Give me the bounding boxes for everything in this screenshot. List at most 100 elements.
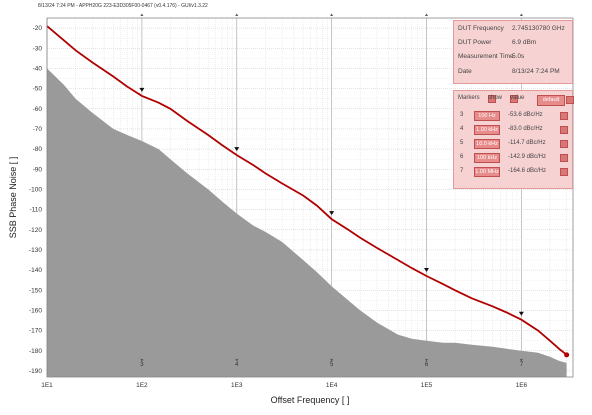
delete-icon[interactable] [560,140,568,148]
marker-axis-tick [519,359,523,362]
marker-top-tick [519,13,523,16]
checkbox-icon [510,95,518,103]
info-value: 6.9 dBm [512,39,537,46]
info-key: Date [458,68,472,75]
marker-value: -142.9 dBc/Hz [508,154,547,160]
x-tick-label: 1E5 [421,382,433,389]
marker-row: 6 100 kHz -142.9 dBc/Hz [458,153,568,163]
marker-index: 4 [460,126,464,132]
markers-header: Markers show value default [458,95,574,106]
show-label: show [488,95,503,101]
marker-frequency-field[interactable]: 100 Hz [474,111,500,121]
y-tick-label: -30 [33,45,43,52]
marker-top-tick [330,13,334,16]
x-tick-label: 1E6 [516,382,528,389]
marker-axis-label: 5 [330,362,334,368]
marker-value: -164.6 dBc/Hz [508,168,547,174]
info-value: 2.745130780 GHz [512,25,565,32]
y-tick-label: -100 [29,186,42,193]
trace-end-point [564,352,570,358]
header-text: 8/13/24 7:24 PM - APPH20G 223-E3D305F00-… [38,3,208,9]
y-tick-label: -190 [29,368,42,375]
y-tick-label: -130 [29,247,42,254]
marker-row: 3 100 Hz -53.6 dBc/Hz [458,111,568,121]
markers-panel: Markers show value default 3 100 Hz -53.… [453,90,574,189]
marker-top-tick [235,13,239,16]
marker-frequency-field[interactable]: 1.00 kHz [474,125,500,135]
y-tick-label: -140 [29,267,42,274]
info-row-power: DUT Power 6.9 dBm [458,39,568,49]
x-axis-label: Offset Frequency [ ] [271,395,350,405]
delete-icon[interactable] [560,112,568,120]
info-key: Measurement Time [458,53,514,60]
marker-axis-label: 3 [140,362,144,368]
value-label: value [510,95,525,101]
axes [46,17,574,378]
plot-frame [46,17,574,378]
y-tick-label: -170 [29,328,42,335]
marker-axis-label: 6 [425,362,429,368]
info-row-date: Date 8/13/24 7:24 PM [458,68,568,78]
y-tick-label: -60 [33,106,43,113]
info-key: DUT Frequency [458,25,504,32]
x-tick-label: 1E1 [41,382,53,389]
marker-triangle [139,87,145,92]
marker-index: 3 [460,112,464,118]
marker-axis-tick [235,359,239,362]
tick-labels: -20 -30 -40 -50 -60 -70 -80 -90 -100 -110 -120 -130… [29,25,528,389]
y-tick-label: -80 [33,146,43,153]
marker-index: 7 [460,168,464,174]
marker-row: 4 1.00 kHz -83.0 dBc/Hz [458,125,568,135]
y-axis-label: SSB Phase Noise [ ] [8,157,18,239]
phase-noise-trace [46,25,568,356]
marker-index: 5 [460,140,464,146]
marker-triangle [329,211,335,216]
y-tick-label: -90 [33,166,43,173]
marker-axis-label: 4 [235,362,239,368]
delete-icon[interactable] [560,154,568,162]
y-tick-label: -180 [29,348,42,355]
marker-triangle [234,147,240,152]
marker-frequency-field[interactable]: 10.0 kHz [474,139,500,149]
marker-value: -83.0 dBc/Hz [508,126,543,132]
marker-top-tick [140,13,144,16]
y-tick-label: -40 [33,65,43,72]
marker-axis-tick [330,359,334,362]
y-tick-label: -150 [29,287,42,294]
info-value: 5.0s [512,53,525,60]
marker-frequency-field[interactable]: 1.00 MHz [474,167,500,177]
noise-floor-area [47,68,567,378]
marker-value: -53.6 dBc/Hz [508,112,543,118]
marker-triangle [518,311,524,316]
marker-axis-label: 7 [520,362,524,368]
markers-title: Markers [458,95,480,101]
marker-axis-tick [425,359,429,362]
marker-index: 6 [460,154,464,160]
info-value: 8/13/24 7:24 PM [512,68,560,75]
marker-row: 5 10.0 kHz -114.7 dBc/Hz [458,139,568,149]
marker-top-tick [425,13,429,16]
y-tick-label: -50 [33,86,43,93]
info-row-frequency: DUT Frequency 2.745130780 GHz [458,25,568,35]
y-tick-label: -20 [33,25,43,32]
marker-triangle [424,267,430,272]
y-tick-label: -160 [29,307,42,314]
info-row-measurement-time: Measurement Time 5.0s [458,53,568,63]
close-icon[interactable] [566,96,574,104]
x-tick-label: 1E3 [231,382,243,389]
marker-triangles: 3 4 5 6 7 [139,13,570,368]
x-tick-label: 1E2 [136,382,148,389]
marker-frequency-field[interactable]: 100 kHz [474,153,500,163]
marker-axis-tick [140,359,144,362]
y-tick-label: -110 [29,207,42,214]
x-tick-label: 1E4 [326,382,338,389]
marker-row: 7 1.00 MHz -164.6 dBc/Hz [458,167,568,177]
checkbox-icon [488,95,496,103]
delete-icon[interactable] [560,126,568,134]
delete-icon[interactable] [560,168,568,176]
default-button[interactable]: default [537,95,565,106]
y-tick-label: -70 [33,126,43,133]
info-panel: DUT Frequency 2.745130780 GHz DUT Power … [453,20,573,84]
y-tick-label: -120 [29,227,42,234]
marker-value: -114.7 dBc/Hz [508,140,546,146]
